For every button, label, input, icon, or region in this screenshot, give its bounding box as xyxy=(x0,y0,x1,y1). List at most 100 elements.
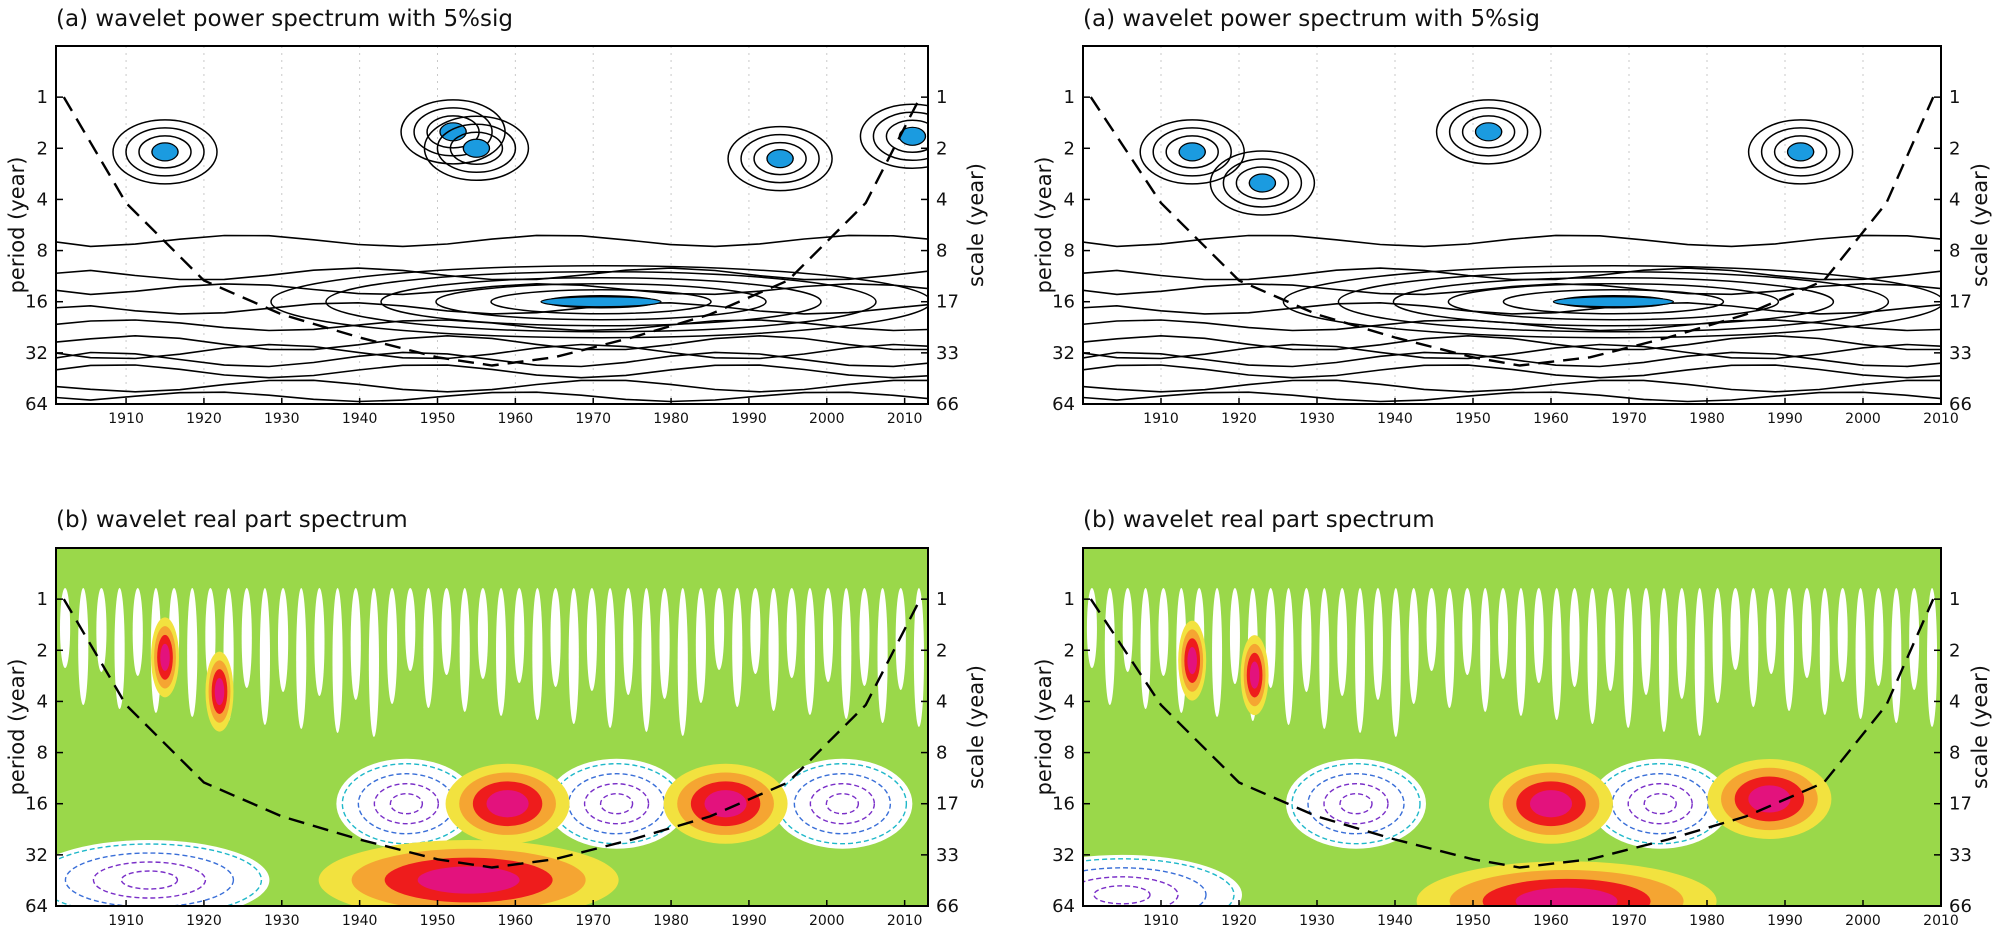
x-tick-label: 1980 xyxy=(653,411,689,427)
x-tick-label: 1990 xyxy=(1767,913,1803,929)
power-contour xyxy=(56,334,928,351)
y-tick-label-left: 2 xyxy=(1064,138,1075,159)
negative-contour xyxy=(1083,876,1179,906)
negative-contour xyxy=(1291,763,1421,845)
y-tick-label-left: 32 xyxy=(1052,343,1075,364)
negative-contour xyxy=(92,861,207,899)
y-tick-label-right: 8 xyxy=(1949,743,1960,764)
negative-contour xyxy=(120,870,179,890)
negative-finger xyxy=(1676,588,1687,699)
y-tick-label-right: 1 xyxy=(1949,589,1960,610)
negative-finger xyxy=(1569,588,1580,687)
x-tick-label: 2000 xyxy=(1845,411,1881,427)
power-contour xyxy=(859,103,928,170)
power-contour xyxy=(1083,334,1941,351)
negative-finger xyxy=(259,588,271,725)
x-tick-label: 1950 xyxy=(420,411,456,427)
y-tick-label-right: 8 xyxy=(936,743,947,764)
cone-of-influence-line xyxy=(1089,598,1935,869)
negative-finger xyxy=(1909,588,1920,690)
x-tick-label: 1920 xyxy=(186,411,222,427)
positive-contour-fill xyxy=(1515,887,1618,906)
y-tick-label-left: 2 xyxy=(37,640,48,661)
y-tick-label-left: 16 xyxy=(1052,794,1075,815)
negative-finger xyxy=(132,588,143,676)
negative-finger xyxy=(1730,588,1741,670)
x-tick-label: 1910 xyxy=(1143,913,1179,929)
y-tick-label-right: 8 xyxy=(1949,241,1960,262)
power-contour xyxy=(1083,391,1941,403)
y-tick-label-right: 4 xyxy=(1949,691,1960,712)
negative-finger xyxy=(405,588,416,671)
negative-contour xyxy=(1339,793,1373,815)
y-tick-label-left: 8 xyxy=(37,241,48,262)
panel-title: (b) wavelet real part spectrum xyxy=(56,507,408,533)
negative-finger xyxy=(804,588,816,715)
power-contour xyxy=(270,264,928,339)
power-contour xyxy=(740,133,820,184)
power-contour xyxy=(56,364,928,379)
y-tick-label-right: 33 xyxy=(1949,845,1972,866)
negative-finger xyxy=(568,588,579,724)
negative-finger xyxy=(187,588,198,717)
y-tick-label-right: 17 xyxy=(936,794,959,815)
y-tick-label-left: 16 xyxy=(25,292,48,313)
x-tick-label: 1980 xyxy=(1689,411,1725,427)
negative-finger xyxy=(350,588,361,700)
negative-finger xyxy=(1551,588,1562,720)
panel-power-left: (a) wavelet power spectrum with 5%sig 19… xyxy=(5,6,988,427)
negative-finger xyxy=(78,588,89,705)
y-tick-label-left: 32 xyxy=(25,343,48,364)
x-tick-label: 1940 xyxy=(342,913,378,929)
y-tick-label-left: 8 xyxy=(1064,743,1075,764)
panel-real-right: (b) wavelet real part spectrum 1910 1920 1… xyxy=(1032,507,1992,929)
x-tick-label: 1960 xyxy=(498,411,534,427)
negative-finger xyxy=(1462,588,1473,675)
negative-region xyxy=(336,758,477,849)
negative-finger xyxy=(1605,588,1616,691)
y-tick-label-right: 17 xyxy=(1949,794,1972,815)
negative-region xyxy=(1083,854,1242,906)
negative-finger xyxy=(1766,588,1777,674)
positive-contour-fill xyxy=(160,643,170,671)
y-axis-label-right: scale (year) xyxy=(1968,163,1992,287)
power-contour xyxy=(490,288,712,315)
x-tick-label: 1980 xyxy=(1689,913,1725,929)
y-tick-label-right: 33 xyxy=(936,343,959,364)
panel-title: (a) wavelet power spectrum with 5%sig xyxy=(56,6,513,32)
negative-finger xyxy=(1140,588,1151,709)
y-tick-label-left: 8 xyxy=(37,743,48,764)
y-tick-label-right: 1 xyxy=(1949,87,1960,108)
y-tick-label-left: 1 xyxy=(37,589,48,610)
negative-finger xyxy=(677,588,688,736)
x-tick-label: 1980 xyxy=(653,913,689,929)
plot-area xyxy=(1083,548,1941,906)
negative-finger xyxy=(1694,588,1705,736)
x-tick-label: 1910 xyxy=(1143,411,1179,427)
cone-of-influence-line xyxy=(62,96,922,367)
significant-region xyxy=(540,296,662,308)
negative-finger xyxy=(514,588,525,683)
positive-contour-fill xyxy=(1529,790,1573,818)
negative-contour xyxy=(1083,858,1235,906)
x-tick-label: 1950 xyxy=(1455,913,1491,929)
significant-region xyxy=(766,148,794,169)
positive-contour-fill xyxy=(214,677,225,706)
y-tick-label-right: 2 xyxy=(1949,138,1960,159)
power-contour xyxy=(56,379,928,393)
plot-frame xyxy=(1082,45,1942,405)
power-contour xyxy=(1337,270,1890,333)
negative-finger xyxy=(1515,588,1526,716)
plot-area xyxy=(1083,46,1941,404)
axes: 1910 1920 1930 1940 1950 1960 1970 1980 1990 2000… xyxy=(25,87,959,427)
x-tick-label: 1920 xyxy=(186,913,222,929)
negative-finger xyxy=(386,588,398,704)
x-tick-label: 2010 xyxy=(1923,411,1959,427)
significant-region xyxy=(1474,122,1503,142)
negative-finger xyxy=(1337,588,1348,696)
negative-finger xyxy=(913,588,925,727)
negative-finger xyxy=(550,588,561,687)
negative-finger xyxy=(1265,588,1276,688)
power-contour xyxy=(56,301,928,315)
y-tick-label-left: 8 xyxy=(1064,241,1075,262)
